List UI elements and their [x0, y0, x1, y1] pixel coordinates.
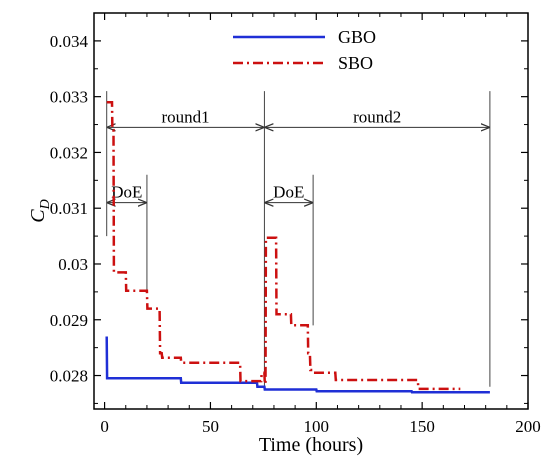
axis-ticks: 0 50 100 150 200 0.028 0.029 0.03 0.031 0.032 0.03…: [50, 13, 541, 436]
y-tick-label: 0.029: [50, 311, 88, 330]
y-axis-label-main: C: [27, 209, 49, 223]
x-tick-label: 100: [304, 417, 330, 436]
y-tick-label: 0.028: [50, 367, 88, 386]
x-axis-label: Time (hours): [259, 434, 363, 456]
x-tick-label: 200: [515, 417, 541, 436]
plot-frame: [93, 12, 529, 410]
y-tick-label: 0.033: [50, 88, 88, 107]
series-line-sbo: [106, 100, 461, 391]
y-axis-label: CD: [27, 199, 53, 222]
annotation-label: DoE: [111, 183, 142, 202]
x-tick-label: 50: [202, 417, 219, 436]
x-tick-label: 0: [100, 417, 109, 436]
x-tick-label: 150: [409, 417, 435, 436]
legend-label-sbo: SBO: [338, 53, 373, 73]
y-tick-label: 0.03: [58, 255, 88, 274]
y-tick-label: 0.034: [50, 32, 89, 51]
annotation-label: round2: [353, 107, 401, 126]
y-tick-label: 0.031: [50, 199, 88, 218]
annotations: round1 round2 DoE DoE: [106, 107, 490, 202]
round-markers: [106, 91, 491, 387]
y-axis-label-sub: D: [38, 199, 53, 210]
legend: GBO SBO: [233, 27, 376, 73]
annotation-label: round1: [161, 107, 209, 126]
series-lines: [105, 100, 490, 394]
annotation-label: DoE: [273, 183, 304, 202]
series-line-gbo: [105, 336, 490, 394]
y-tick-label: 0.032: [50, 143, 88, 162]
legend-label-gbo: GBO: [338, 27, 376, 47]
